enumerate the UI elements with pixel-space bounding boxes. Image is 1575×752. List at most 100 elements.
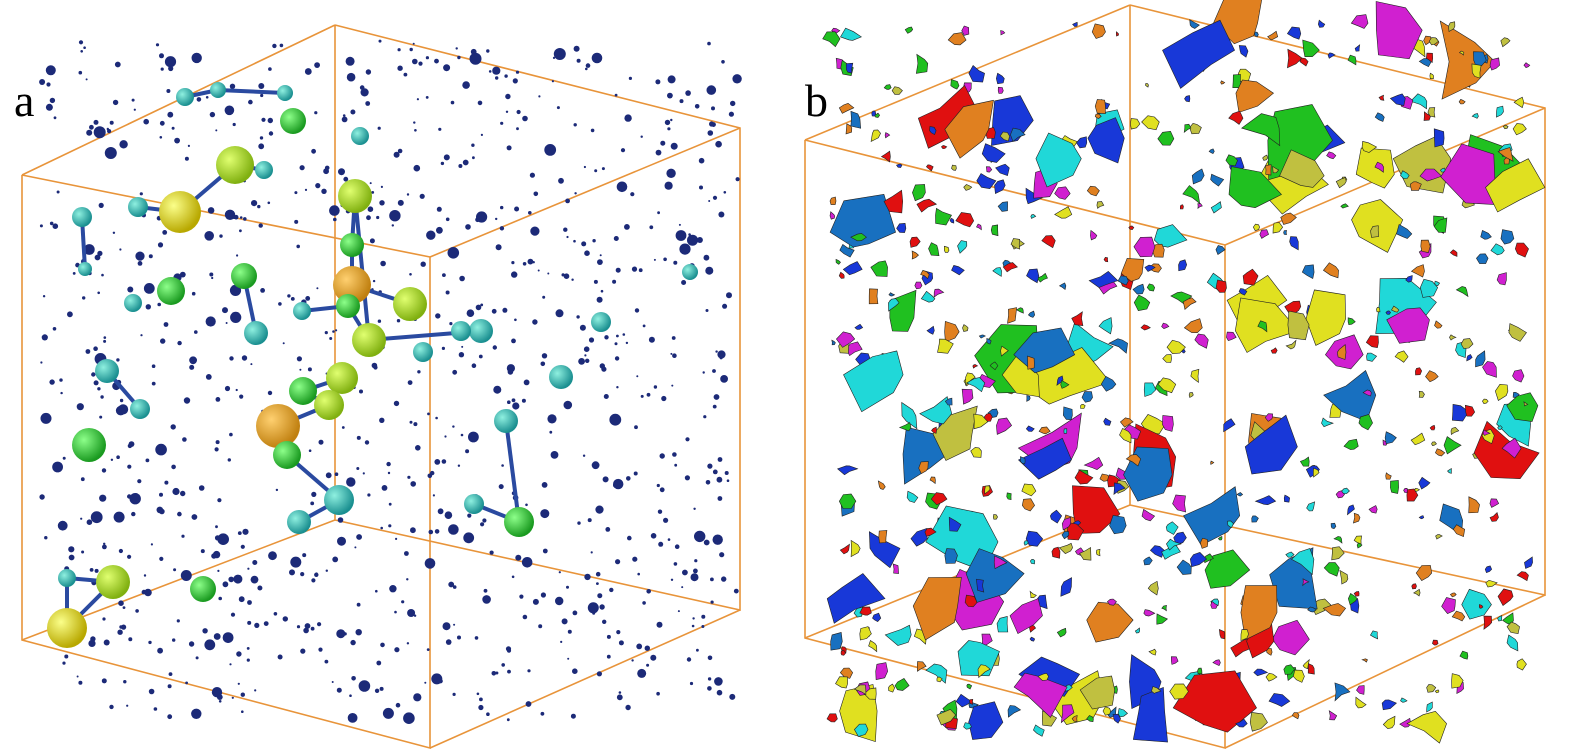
pore bbox=[465, 224, 471, 230]
pore-cluster bbox=[976, 173, 997, 190]
pore bbox=[80, 477, 85, 482]
pore-cluster bbox=[948, 516, 962, 532]
pore-cluster bbox=[924, 527, 937, 537]
pore bbox=[99, 415, 103, 419]
pore-cluster bbox=[829, 196, 837, 205]
pore bbox=[585, 63, 591, 68]
pore-cluster bbox=[1485, 158, 1546, 213]
pore-cluster bbox=[1006, 492, 1012, 500]
pore-cluster bbox=[1009, 598, 1043, 635]
pore bbox=[506, 648, 512, 653]
pore-cluster bbox=[1182, 185, 1201, 205]
pore bbox=[650, 654, 657, 661]
pore-cluster bbox=[1133, 236, 1156, 258]
pore bbox=[618, 691, 622, 694]
pore bbox=[182, 437, 187, 442]
pore bbox=[188, 641, 195, 647]
pore-cluster bbox=[1366, 352, 1378, 362]
pore bbox=[159, 508, 165, 515]
pore bbox=[231, 696, 234, 699]
pore bbox=[437, 508, 444, 515]
pore-cluster bbox=[1197, 203, 1203, 209]
pore-cluster bbox=[1423, 111, 1432, 121]
pore-cluster bbox=[1143, 556, 1153, 566]
panel-label: b bbox=[805, 75, 828, 126]
pore bbox=[452, 585, 457, 589]
pore bbox=[119, 140, 128, 149]
pore bbox=[455, 47, 458, 50]
pore-cluster bbox=[1272, 165, 1280, 174]
pore-cluster bbox=[1215, 245, 1226, 255]
pore-cluster bbox=[1502, 124, 1509, 130]
pore bbox=[346, 72, 356, 82]
pore-cluster bbox=[1217, 536, 1223, 541]
pore-cluster bbox=[1283, 494, 1291, 503]
pore-cluster bbox=[892, 563, 899, 574]
pore-sphere bbox=[464, 494, 484, 514]
pore-cluster bbox=[1451, 673, 1464, 689]
pore bbox=[426, 230, 436, 240]
pore-cluster bbox=[839, 243, 855, 258]
pore bbox=[613, 478, 624, 490]
pore-cluster bbox=[1415, 367, 1423, 376]
pore-cluster bbox=[999, 131, 1010, 142]
pore bbox=[427, 412, 430, 416]
pore bbox=[713, 394, 720, 400]
pore-cluster bbox=[1074, 469, 1094, 485]
pore bbox=[657, 509, 663, 514]
pore bbox=[491, 308, 497, 314]
pore bbox=[100, 395, 104, 399]
pore bbox=[674, 463, 678, 467]
pore bbox=[227, 458, 231, 462]
pore-cluster bbox=[1403, 487, 1408, 494]
pore bbox=[673, 260, 678, 265]
pore-cluster bbox=[1299, 456, 1310, 467]
pore bbox=[349, 694, 352, 697]
pore-cluster bbox=[1405, 275, 1413, 283]
pore bbox=[480, 303, 484, 307]
pore bbox=[325, 472, 332, 479]
pore-cluster bbox=[965, 377, 986, 393]
pore-cluster bbox=[1516, 658, 1527, 671]
pore-cluster bbox=[1272, 619, 1310, 656]
pore bbox=[410, 527, 416, 534]
pore-cluster bbox=[1413, 588, 1421, 597]
pore bbox=[550, 451, 559, 459]
pore bbox=[406, 642, 410, 645]
pore bbox=[718, 211, 725, 218]
panel-label: a bbox=[14, 75, 34, 126]
pore bbox=[46, 82, 51, 87]
pore-cluster bbox=[1189, 122, 1202, 135]
pore-cluster bbox=[1494, 383, 1509, 401]
pore bbox=[116, 358, 120, 362]
pore bbox=[435, 313, 441, 319]
pore bbox=[468, 431, 479, 443]
pore-cluster bbox=[826, 713, 838, 723]
pore-cluster bbox=[1418, 390, 1425, 398]
pore bbox=[164, 56, 177, 68]
pore-cluster bbox=[1513, 96, 1525, 109]
pore bbox=[616, 694, 623, 701]
pore bbox=[148, 640, 152, 645]
pore bbox=[222, 581, 229, 588]
pore bbox=[703, 254, 710, 261]
pore bbox=[336, 629, 346, 639]
pore bbox=[369, 238, 375, 244]
pore bbox=[707, 130, 714, 136]
pore-cluster bbox=[1251, 515, 1259, 523]
pore bbox=[117, 629, 123, 635]
pore bbox=[701, 614, 706, 619]
pore bbox=[696, 648, 699, 652]
pore bbox=[476, 692, 480, 696]
pore-cluster bbox=[1365, 335, 1379, 349]
pore bbox=[449, 322, 453, 326]
pore-cluster bbox=[1419, 278, 1439, 298]
pore bbox=[243, 217, 247, 221]
pore bbox=[522, 115, 528, 122]
pore-cluster bbox=[1415, 565, 1433, 581]
pore-cluster bbox=[837, 465, 859, 476]
pore-cluster bbox=[1358, 414, 1373, 431]
pore-cluster bbox=[1249, 712, 1268, 732]
pore bbox=[591, 461, 600, 470]
pore bbox=[371, 191, 375, 194]
